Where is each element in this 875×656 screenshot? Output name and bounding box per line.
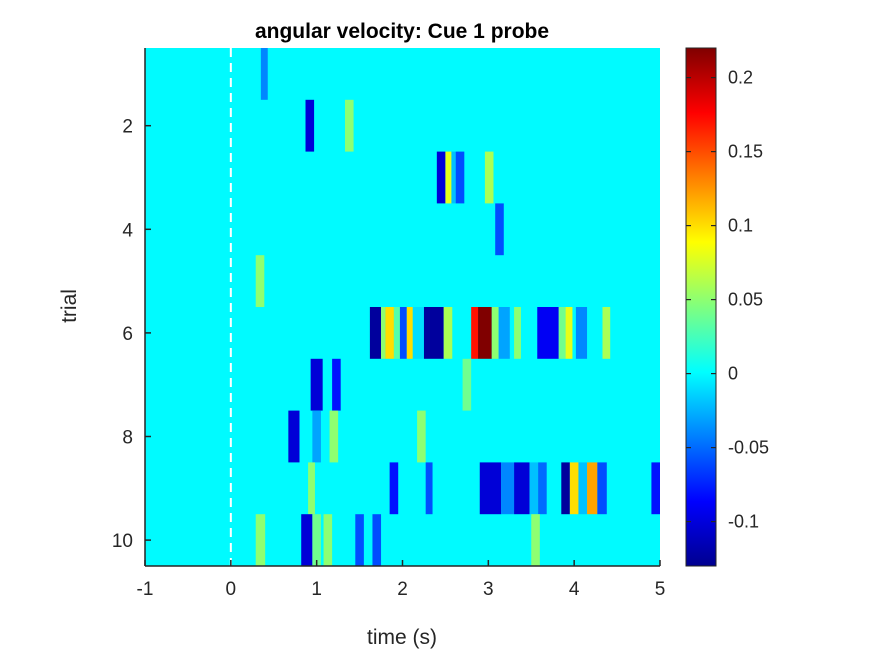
heatmap-cell [561,462,570,515]
heatmap-cell [260,48,268,100]
heatmap-cell [323,514,333,566]
y-tick-label: 2 [122,117,133,138]
heatmap-cell [372,514,382,566]
heatmap-cell [344,99,354,152]
heatmap-cell [417,410,426,463]
colorbar-tick-label: -0.05 [728,438,769,458]
axes: -1 0 1 2 3 4 5 2 4 6 8 10 [112,48,665,600]
heatmap-cell [332,358,341,411]
y-tick-label: 10 [112,531,133,552]
heatmap-cell [369,307,382,359]
heatmap-cell [498,307,510,359]
heatmap-cell [501,462,515,515]
heatmap-cell [455,151,465,204]
heatmap-cell [462,358,472,411]
heatmap-cell [305,99,315,152]
heatmap-cell [308,462,315,515]
heatmap-cell [484,151,494,204]
heatmap-cell [597,462,607,515]
colorbar-tick-label: -0.1 [728,512,759,532]
colorbar-tick-label: 0.2 [728,68,753,88]
heatmap-cell [451,151,456,204]
colorbar: -0.1 -0.05 0 0.05 0.1 0.15 0.2 [685,47,769,567]
chart-title: angular velocity: Cue 1 probe [255,20,549,43]
x-tick-label: 3 [483,579,494,600]
heatmap-cell [329,410,339,463]
heatmap-cell [355,514,364,566]
heatmap-cell [389,462,399,515]
heatmap-cell [569,462,579,515]
heatmap-cell [587,462,598,515]
heatmap-cell [312,514,321,566]
colorbar-tick-label: 0.15 [728,142,763,162]
x-tick-label: 2 [397,579,408,600]
heatmap-cell [393,307,400,359]
x-tick-label: 1 [311,579,322,600]
x-tick-label: -1 [137,579,154,600]
heatmap-cell [399,307,407,359]
x-tick-label: 5 [655,579,666,600]
plot-area [145,48,660,566]
x-tick-label: 0 [226,579,237,600]
heatmap-cell [406,307,413,359]
heatmap-cell [537,307,559,359]
heatmap-cell [531,514,540,566]
colorbar-tick-label: 0 [728,364,738,384]
heatmap-cell [423,307,444,359]
heatmap-cell [529,462,539,515]
colorbar-gradient [685,47,717,567]
heatmap-cell [478,307,492,359]
heatmap-cell [255,255,265,307]
heatmap-cell [575,307,588,359]
heatmap-cell [310,358,323,411]
heatmap-cell [538,462,547,515]
heatmap-cell [479,462,502,515]
heatmap-cell [491,307,499,359]
heatmap-cell [443,307,453,359]
y-axis-label: trial [58,289,81,323]
heatmap-cell [495,203,504,256]
heatmap-cell [558,307,566,359]
heatmap-cell [436,151,446,204]
heatmap-cell [578,462,588,515]
y-tick-label: 8 [122,428,133,449]
heatmap-cell [602,307,611,359]
heatmap-cell [514,307,521,359]
heatmap-cell [651,462,660,515]
y-tick-label: 4 [122,220,133,241]
heatmap-cell [385,307,394,359]
heatmap-cell [255,514,266,566]
heatmap-cell [425,462,433,515]
heatmap-cell [301,514,313,566]
y-tick-label: 6 [122,324,133,345]
heatmap-cell [288,410,300,463]
colorbar-tick-label: 0.1 [728,216,753,236]
heatmap-cell [514,462,530,515]
heatmap-cell [565,307,573,359]
heatmap-cell [445,151,452,204]
heatmap-cell [333,514,343,566]
heatmap-cell [312,410,321,463]
heatmap-cell [412,307,424,359]
x-tick-label: 4 [569,579,580,600]
x-axis-label: time (s) [367,626,437,649]
colorbar-tick-label: 0.05 [728,290,763,310]
heatmap-cell [471,307,479,359]
heatmap-cell [381,307,386,359]
